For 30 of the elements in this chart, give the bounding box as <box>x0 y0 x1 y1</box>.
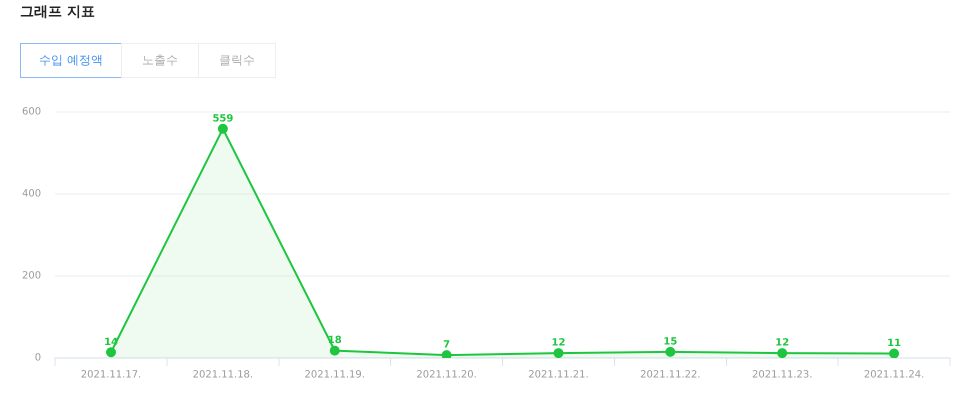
x-tick-label: 2021.11.17. <box>80 370 142 381</box>
y-tick-label: 0 <box>34 352 42 364</box>
x-tick-label: 2021.11.22. <box>640 370 701 381</box>
point <box>777 348 788 358</box>
text: 클릭수 <box>198 43 276 78</box>
text: 노출수 <box>120 43 199 78</box>
data-label: 12 <box>775 338 790 349</box>
x-tick-label: 2021.11.18. <box>192 370 254 381</box>
x-tick-label: 2021.11.19. <box>304 370 365 381</box>
x-tick-label: 2021.11.24. <box>864 370 924 381</box>
text: 수입 예정액 <box>20 43 122 78</box>
point <box>218 124 228 134</box>
x-tick-label: 2021.11.21. <box>528 370 589 381</box>
point <box>665 346 676 357</box>
y-tick-label: 200 <box>22 270 42 282</box>
point <box>889 348 900 358</box>
data-label: 559 <box>212 113 234 124</box>
data-label: 11 <box>887 338 902 350</box>
data-label: 7 <box>443 340 450 351</box>
point <box>330 346 340 356</box>
y-tick-label: 400 <box>22 188 42 200</box>
point <box>553 348 564 358</box>
point <box>442 350 452 358</box>
point <box>106 347 116 358</box>
data-label: 12 <box>552 338 566 349</box>
chart-title: 그래프 지표 <box>20 3 95 21</box>
y-tick-label: 600 <box>22 106 42 118</box>
x-tick-label: 2021.11.23. <box>752 370 812 381</box>
x-tick-label: 2021.11.20. <box>416 370 477 381</box>
data-label: 15 <box>663 336 678 348</box>
